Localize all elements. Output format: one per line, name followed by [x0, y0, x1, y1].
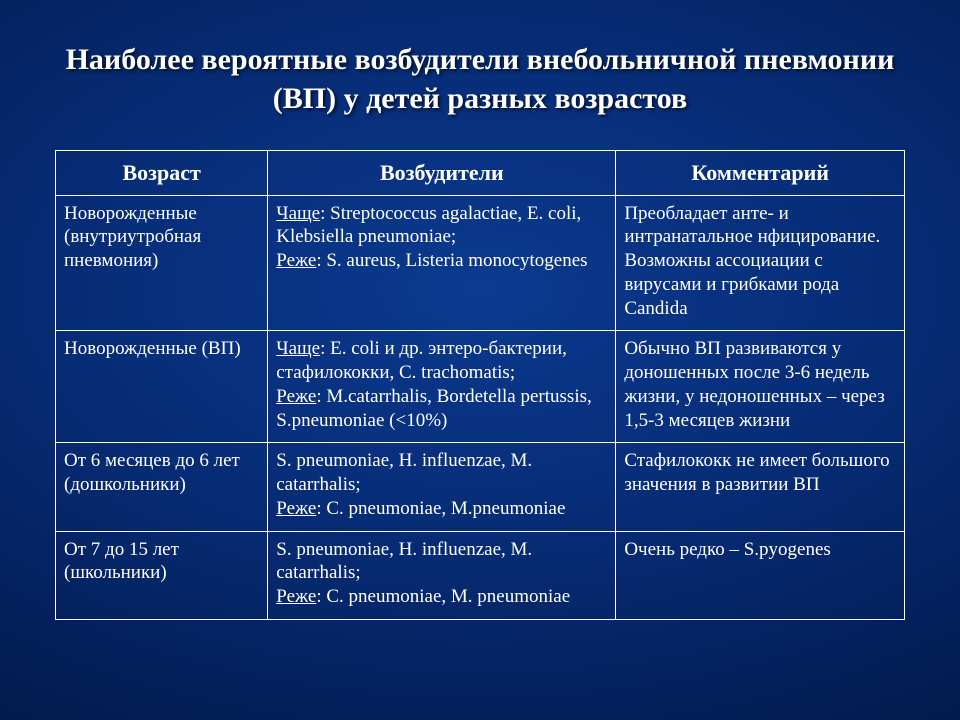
- table-header-row: Возраст Возбудители Комментарий: [56, 151, 905, 196]
- freq-text: S. pneumoniae, H. influenzae, M. catarrh…: [276, 450, 532, 495]
- rare-text: : M.catarrhalis, Bordetella pertussis, S…: [276, 386, 592, 431]
- col-header-age: Возраст: [56, 151, 268, 196]
- cell-pathogens: Чаще: Streptococcus agalactiae, E. coli,…: [268, 195, 616, 331]
- cell-age: Новорожденные (внутриутробная пневмония): [56, 195, 268, 331]
- rare-label: Реже: [276, 498, 316, 519]
- table-row: От 6 месяцев до 6 лет (дошкольники) S. p…: [56, 443, 905, 531]
- pathogens-table: Возраст Возбудители Комментарий Новорожд…: [55, 150, 905, 620]
- rare-label: Реже: [276, 386, 316, 407]
- rare-text: : C. pneumoniae, M.pneumoniae: [316, 498, 565, 519]
- freq-text: : Streptococcus agalactiae, E. coli, Kle…: [276, 203, 581, 248]
- table-row: От 7 до 15 лет (школьники) S. pneumoniae…: [56, 531, 905, 619]
- cell-comment: Очень редко – S.pyogenes: [616, 531, 905, 619]
- cell-age: От 7 до 15 лет (школьники): [56, 531, 268, 619]
- cell-comment: Стафилококк не имеет большого значения в…: [616, 443, 905, 531]
- cell-age: Новорожденные (ВП): [56, 331, 268, 443]
- cell-pathogens: S. pneumoniae, H. influenzae, M. catarrh…: [268, 443, 616, 531]
- table-row: Новорожденные (внутриутробная пневмония)…: [56, 195, 905, 331]
- table-row: Новорожденные (ВП) Чаще: E. coli и др. э…: [56, 331, 905, 443]
- slide: Наиболее вероятные возбудители внебольни…: [0, 0, 960, 720]
- cell-pathogens: Чаще: E. coli и др. энтеро-бактерии, ста…: [268, 331, 616, 443]
- rare-text: : S. aureus, Listeria monocytogenes: [316, 250, 587, 271]
- col-header-comment: Комментарий: [616, 151, 905, 196]
- slide-title: Наиболее вероятные возбудители внебольни…: [55, 40, 905, 118]
- freq-text: : E. coli и др. энтеро-бактерии, стафило…: [276, 338, 567, 383]
- cell-comment: Обычно ВП развиваются у доношенных после…: [616, 331, 905, 443]
- cell-pathogens: S. pneumoniae, H. influenzae, M. catarrh…: [268, 531, 616, 619]
- cell-age: От 6 месяцев до 6 лет (дошкольники): [56, 443, 268, 531]
- rare-label: Реже: [276, 586, 316, 607]
- freq-label: Чаще: [276, 203, 320, 224]
- freq-text: S. pneumoniae, H. influenzae, M. catarrh…: [276, 539, 532, 584]
- freq-label: Чаще: [276, 338, 320, 359]
- rare-text: : C. pneumoniae, M. pneumoniae: [316, 586, 570, 607]
- rare-label: Реже: [276, 250, 316, 271]
- cell-comment: Преобладает анте- и интранатальное нфици…: [616, 195, 905, 331]
- col-header-pathogens: Возбудители: [268, 151, 616, 196]
